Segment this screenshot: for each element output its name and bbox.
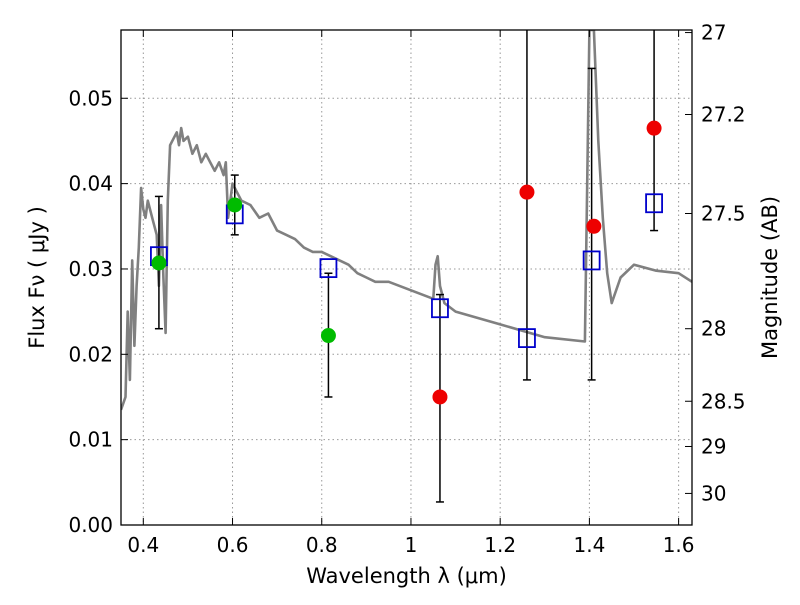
x-tick-label: 1.6	[663, 533, 695, 557]
model-box-point	[431, 298, 449, 319]
green-data-point	[320, 328, 336, 344]
axis-ticks: 0.4 0.6 0.8 1 1.2 1.4 1.6 0.00 0.01 0.02 0.03 0.04 0…	[68, 21, 745, 557]
right-axis-label: Magnitude (AB)	[758, 196, 782, 359]
right-tick-label: 27	[701, 21, 726, 45]
x-tick-label: 1.4	[573, 533, 605, 557]
right-tick-label: 29	[701, 434, 726, 458]
red-data-point	[432, 389, 448, 405]
y-tick-label: 0.00	[68, 513, 113, 537]
grid	[121, 30, 692, 526]
y-axis-label: Flux Fν ( μJy )	[25, 206, 49, 349]
red-data-point	[519, 184, 535, 200]
y-tick-label: 0.05	[68, 86, 113, 110]
red-data-point	[586, 218, 602, 234]
model-box-point	[518, 328, 536, 348]
y-tick-label: 0.01	[68, 428, 113, 452]
x-tick-label: 1	[405, 533, 418, 557]
right-tick-label: 28.5	[701, 389, 746, 413]
y-tick-label: 0.04	[68, 172, 113, 196]
model-box-point	[645, 193, 663, 214]
green-data-point	[227, 197, 243, 213]
plot-frame	[120, 29, 693, 526]
x-tick-label: 1.2	[484, 533, 516, 557]
model-box-point	[582, 250, 601, 271]
x-tick-label: 0.8	[306, 533, 338, 557]
y-tick-label: 0.02	[68, 342, 113, 366]
right-tick-label: 30	[701, 481, 726, 505]
right-tick-label: 28	[701, 317, 726, 341]
model-box-point	[319, 258, 338, 279]
x-tick-label: 0.4	[127, 533, 159, 557]
y-tick-label: 0.03	[68, 257, 113, 281]
right-tick-label: 27.2	[701, 102, 746, 126]
model-spectrum-line	[121, 30, 692, 411]
red-data-point	[646, 120, 662, 136]
x-axis-label: Wavelength λ (μm)	[306, 564, 507, 588]
plot-area	[121, 30, 692, 503]
green-data-point	[151, 255, 167, 271]
right-tick-label: 27.5	[701, 201, 746, 225]
x-tick-label: 0.6	[217, 533, 249, 557]
